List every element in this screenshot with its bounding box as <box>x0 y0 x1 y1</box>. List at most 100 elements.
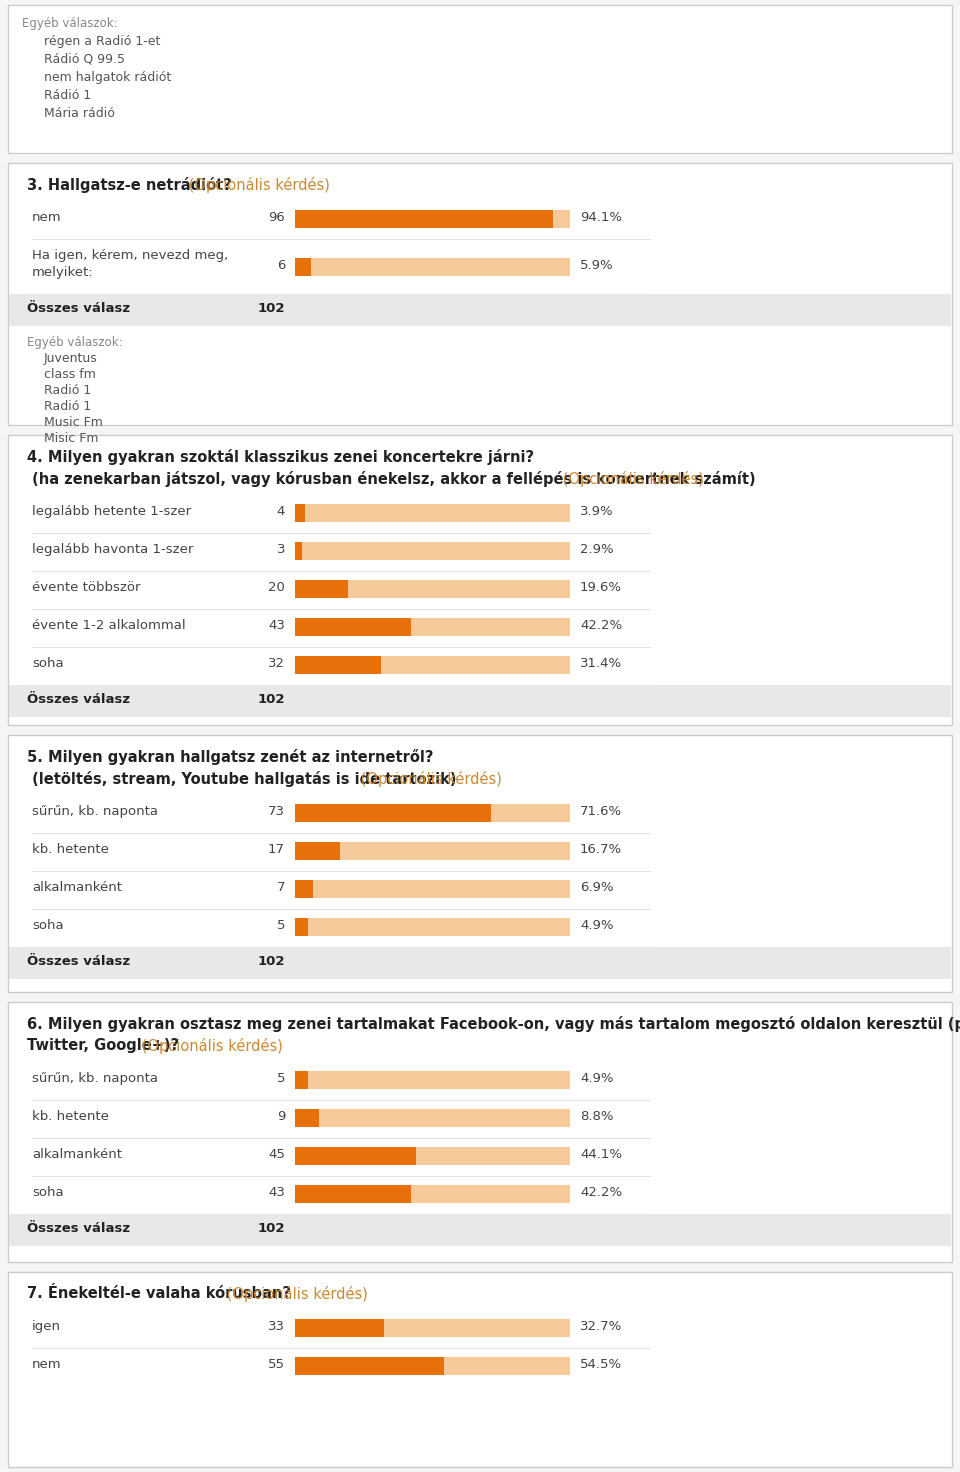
Text: nem halgatok rádiót: nem halgatok rádiót <box>44 71 171 84</box>
FancyBboxPatch shape <box>295 1357 570 1375</box>
Text: soha: soha <box>32 919 63 932</box>
Text: 73: 73 <box>268 805 285 818</box>
FancyBboxPatch shape <box>295 1319 384 1337</box>
Text: 6: 6 <box>276 259 285 272</box>
Text: 102: 102 <box>257 955 285 969</box>
Text: 5: 5 <box>276 1072 285 1085</box>
Text: 3: 3 <box>276 543 285 556</box>
FancyBboxPatch shape <box>295 580 570 598</box>
Text: kb. hetente: kb. hetente <box>32 1110 108 1123</box>
Text: régen a Radió 1-et: régen a Radió 1-et <box>44 35 160 49</box>
FancyBboxPatch shape <box>9 946 951 979</box>
Text: 44.1%: 44.1% <box>580 1148 622 1161</box>
Text: 19.6%: 19.6% <box>580 581 622 595</box>
Text: 4.9%: 4.9% <box>580 1072 613 1085</box>
FancyBboxPatch shape <box>295 880 313 898</box>
Text: Radió 1: Radió 1 <box>44 384 91 397</box>
FancyBboxPatch shape <box>8 436 952 726</box>
FancyBboxPatch shape <box>295 919 570 936</box>
Text: 43: 43 <box>268 620 285 631</box>
Text: sűrűn, kb. naponta: sűrűn, kb. naponta <box>32 805 158 818</box>
Text: 4: 4 <box>276 505 285 518</box>
FancyBboxPatch shape <box>295 1357 444 1375</box>
FancyBboxPatch shape <box>9 294 951 325</box>
Text: (Opcionális kérdés): (Opcionális kérdés) <box>137 1038 282 1054</box>
Text: 54.5%: 54.5% <box>580 1359 622 1370</box>
Text: Egyéb válaszok:: Egyéb válaszok: <box>22 18 118 29</box>
FancyBboxPatch shape <box>8 163 952 425</box>
FancyBboxPatch shape <box>295 919 308 936</box>
FancyBboxPatch shape <box>295 542 302 559</box>
Text: 32.7%: 32.7% <box>580 1320 622 1334</box>
FancyBboxPatch shape <box>295 210 553 228</box>
Text: kb. hetente: kb. hetente <box>32 843 108 857</box>
FancyBboxPatch shape <box>295 657 570 674</box>
FancyBboxPatch shape <box>295 503 570 523</box>
Text: 16.7%: 16.7% <box>580 843 622 857</box>
Text: 4. Milyen gyakran szoktál klasszikus zenei koncertekre járni?: 4. Milyen gyakran szoktál klasszikus zen… <box>27 449 534 465</box>
Text: 32: 32 <box>268 657 285 670</box>
Text: nem: nem <box>32 1359 61 1370</box>
FancyBboxPatch shape <box>295 1072 308 1089</box>
FancyBboxPatch shape <box>8 735 952 992</box>
Text: alkalmanként: alkalmanként <box>32 1148 122 1161</box>
FancyBboxPatch shape <box>295 542 570 559</box>
Text: sűrűn, kb. naponta: sűrűn, kb. naponta <box>32 1072 158 1085</box>
Text: legalább hetente 1-szer: legalább hetente 1-szer <box>32 505 191 518</box>
Text: Összes válasz: Összes válasz <box>27 693 131 707</box>
Text: 102: 102 <box>257 693 285 707</box>
Text: Rádió Q 99.5: Rádió Q 99.5 <box>44 53 125 66</box>
FancyBboxPatch shape <box>9 684 951 717</box>
Text: 102: 102 <box>257 1222 285 1235</box>
Text: 42.2%: 42.2% <box>580 1186 622 1200</box>
Text: 5: 5 <box>276 919 285 932</box>
FancyBboxPatch shape <box>8 4 952 153</box>
Text: 3. Hallgatsz-e netrádiót?: 3. Hallgatsz-e netrádiót? <box>27 177 232 193</box>
Text: 9: 9 <box>276 1110 285 1123</box>
FancyBboxPatch shape <box>295 210 570 228</box>
Text: Mária rádió: Mária rádió <box>44 107 115 121</box>
Text: legalább havonta 1-szer: legalább havonta 1-szer <box>32 543 193 556</box>
FancyBboxPatch shape <box>295 1147 570 1164</box>
FancyBboxPatch shape <box>295 618 411 636</box>
Text: (ha zenekarban játszol, vagy kórusban énekelsz, akkor a fellépés is koncertnek s: (ha zenekarban játszol, vagy kórusban én… <box>27 471 756 487</box>
Text: 102: 102 <box>257 302 285 315</box>
Text: 5.9%: 5.9% <box>580 259 613 272</box>
Text: Összes válasz: Összes válasz <box>27 1222 131 1235</box>
Text: igen: igen <box>32 1320 61 1334</box>
Text: melyiket:: melyiket: <box>32 266 94 280</box>
Text: Egyéb válaszok:: Egyéb válaszok: <box>27 336 123 349</box>
Text: 8.8%: 8.8% <box>580 1110 613 1123</box>
Text: 55: 55 <box>268 1359 285 1370</box>
Text: 33: 33 <box>268 1320 285 1334</box>
FancyBboxPatch shape <box>295 1185 570 1203</box>
Text: (letöltés, stream, Youtube hallgatás is ide tartozik): (letöltés, stream, Youtube hallgatás is … <box>27 771 457 788</box>
FancyBboxPatch shape <box>295 880 570 898</box>
FancyBboxPatch shape <box>295 842 570 860</box>
Text: Juventus: Juventus <box>44 352 98 365</box>
Text: 96: 96 <box>268 210 285 224</box>
Text: (Opcionális kérdés): (Opcionális kérdés) <box>223 1287 369 1303</box>
Text: 42.2%: 42.2% <box>580 620 622 631</box>
Text: 20: 20 <box>268 581 285 595</box>
FancyBboxPatch shape <box>295 1319 570 1337</box>
Text: 45: 45 <box>268 1148 285 1161</box>
FancyBboxPatch shape <box>295 1108 319 1128</box>
Text: 5. Milyen gyakran hallgatsz zenét az internetről?: 5. Milyen gyakran hallgatsz zenét az int… <box>27 749 434 765</box>
Text: évente 1-2 alkalommal: évente 1-2 alkalommal <box>32 620 185 631</box>
FancyBboxPatch shape <box>295 657 381 674</box>
Text: alkalmanként: alkalmanként <box>32 882 122 894</box>
Text: 3.9%: 3.9% <box>580 505 613 518</box>
FancyBboxPatch shape <box>295 258 570 277</box>
Text: nem: nem <box>32 210 61 224</box>
Text: 6.9%: 6.9% <box>580 882 613 894</box>
FancyBboxPatch shape <box>295 1108 570 1128</box>
Text: Music Fm: Music Fm <box>44 417 103 428</box>
Text: (Opcionális kérdés): (Opcionális kérdés) <box>184 177 330 193</box>
Text: 7. Énekeltél-e valaha kórusban?: 7. Énekeltél-e valaha kórusban? <box>27 1287 291 1301</box>
Text: (Opcionális kérdés): (Opcionális kérdés) <box>356 771 502 788</box>
Text: évente többször: évente többször <box>32 581 140 595</box>
Text: class fm: class fm <box>44 368 96 381</box>
Text: 2.9%: 2.9% <box>580 543 613 556</box>
Text: Rádió 1: Rádió 1 <box>44 88 91 102</box>
